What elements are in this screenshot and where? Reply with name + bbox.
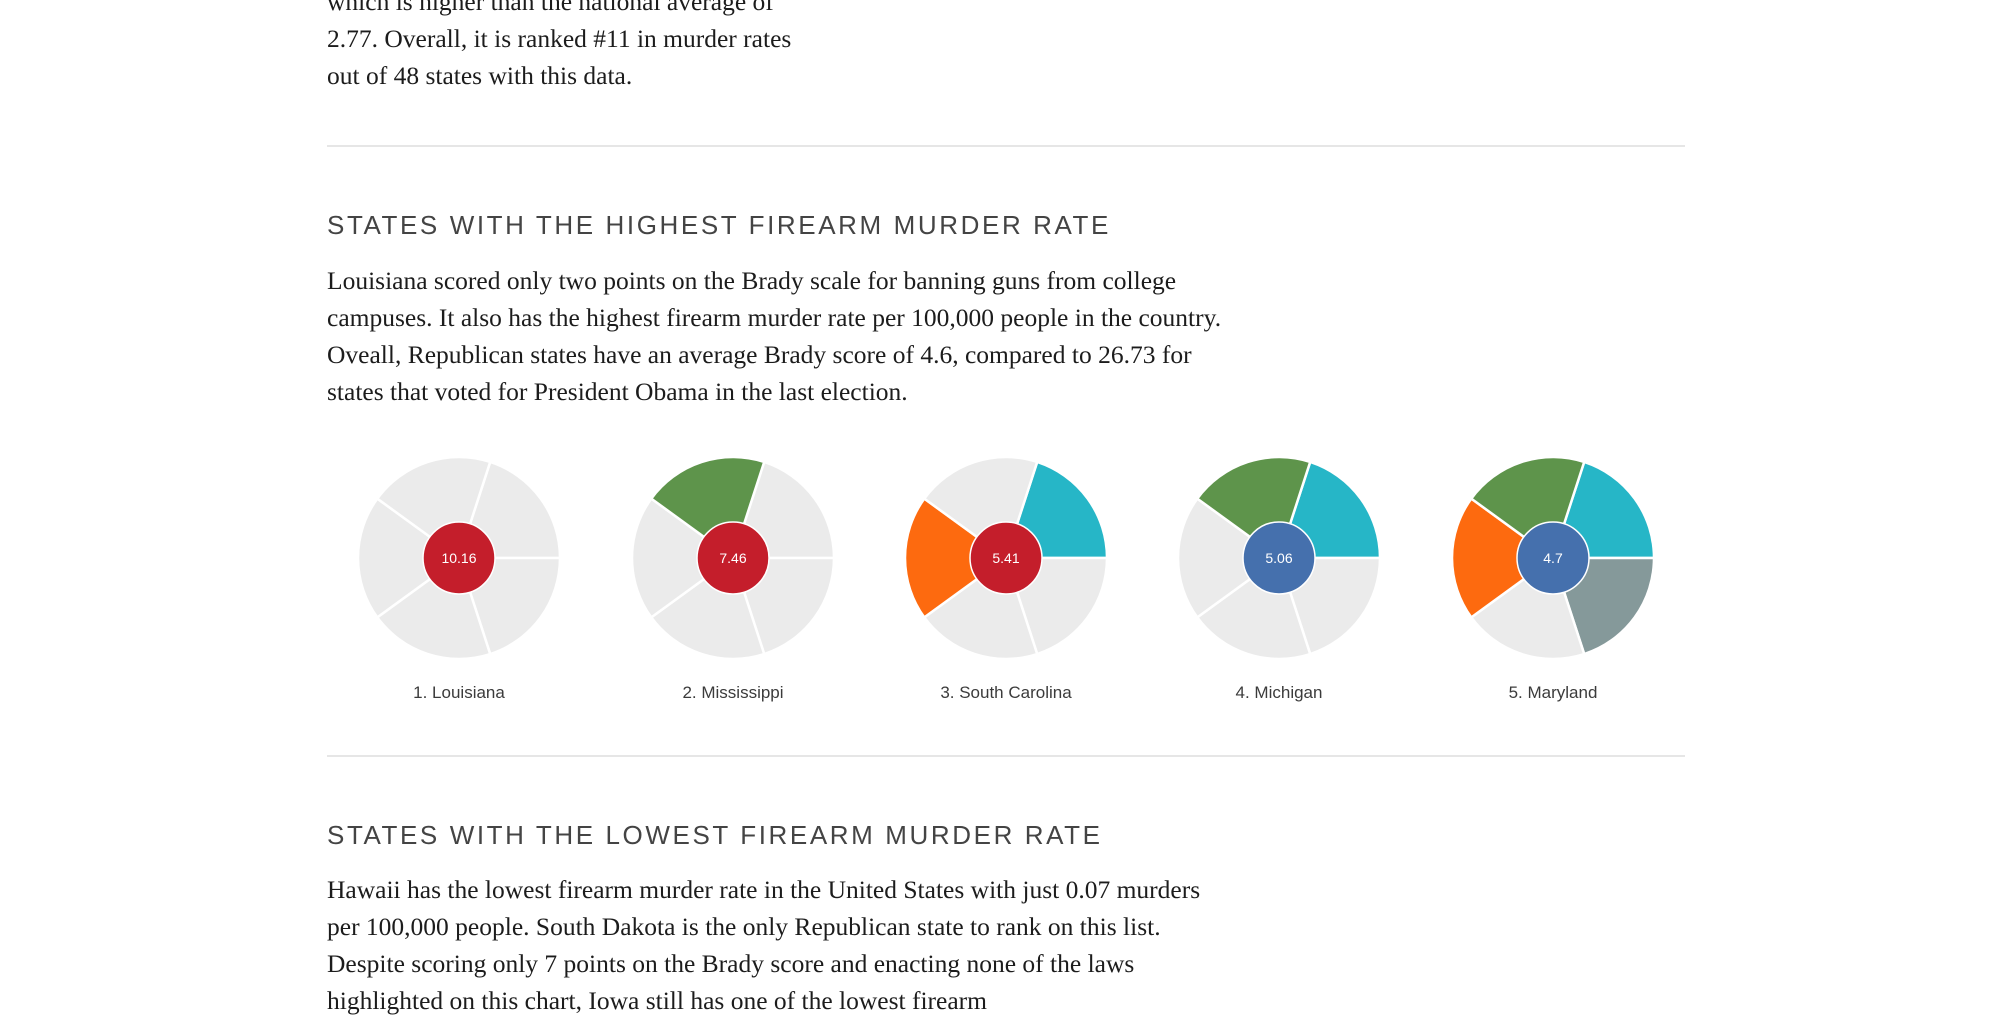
- state-pie-charts: 10.16 1. Louisiana 7.46 2. Mississippi 5.41 3…: [356, 455, 1656, 702]
- murder-rate-value: 7.46: [719, 550, 746, 566]
- state-label: 5. Maryland: [1509, 683, 1598, 702]
- pie-slice-orange: [903, 496, 1009, 620]
- pie-slice-orange: [630, 496, 736, 620]
- pie-chart-5: 4.7 5. Maryland: [1450, 455, 1656, 702]
- intro-paragraph: which is higher than the national averag…: [327, 0, 792, 90]
- state-label: 1. Louisiana: [413, 683, 505, 702]
- section-divider: [327, 755, 1685, 757]
- murder-rate-value: 5.06: [1265, 550, 1292, 566]
- party-center-circle: [1516, 521, 1590, 595]
- pie-slice-orange: [356, 496, 462, 620]
- lowest-rate-heading: STATES WITH THE LOWEST FIREARM MURDER RA…: [327, 820, 1103, 850]
- pie-chart-1: 10.16 1. Louisiana: [356, 455, 562, 702]
- party-center-circle: [1242, 521, 1316, 595]
- state-label: 4. Michigan: [1236, 683, 1323, 702]
- state-label: 3. South Carolina: [940, 683, 1072, 702]
- murder-rate-value: 5.41: [992, 550, 1019, 566]
- state-label: 2. Mississippi: [682, 683, 783, 702]
- pie-chart-3: 5.41 3. South Carolina: [903, 455, 1109, 702]
- murder-rate-value: 10.16: [441, 550, 476, 566]
- pie-slice-orange: [1450, 496, 1556, 620]
- highest-rate-paragraph: Louisiana scored only two points on the …: [327, 266, 1222, 406]
- highest-rate-heading: STATES WITH THE HIGHEST FIREARM MURDER R…: [327, 210, 1111, 240]
- murder-rate-value: 4.7: [1543, 550, 1563, 566]
- party-center-circle: [969, 521, 1043, 595]
- party-center-circle: [422, 521, 496, 595]
- pie-chart-2: 7.46 2. Mississippi: [630, 455, 836, 702]
- pie-slice-orange: [1176, 496, 1282, 620]
- section-divider: [327, 145, 1685, 147]
- party-center-circle: [696, 521, 770, 595]
- pie-chart-4: 5.06 4. Michigan: [1176, 455, 1382, 702]
- lowest-rate-paragraph: Hawaii has the lowest firearm murder rat…: [327, 875, 1201, 1015]
